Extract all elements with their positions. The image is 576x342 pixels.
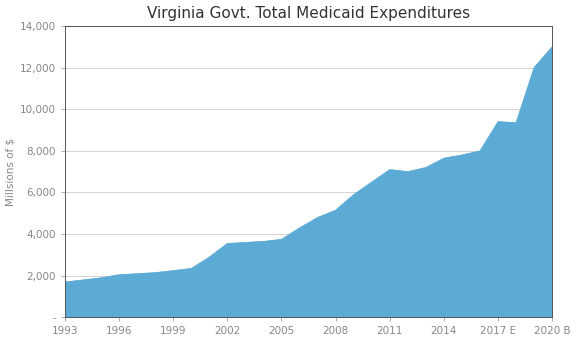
- Y-axis label: Millsions of $: Millsions of $: [6, 137, 16, 206]
- Title: Virginia Govt. Total Medicaid Expenditures: Virginia Govt. Total Medicaid Expenditur…: [147, 5, 470, 21]
